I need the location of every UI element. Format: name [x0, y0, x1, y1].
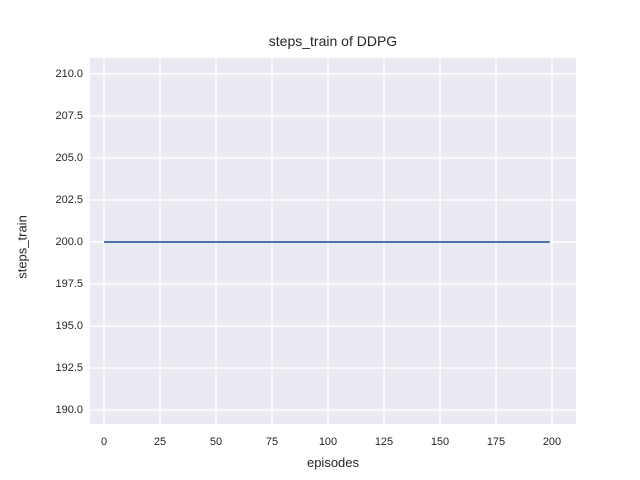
y-tick-label: 210.0 — [55, 67, 83, 80]
x-tick-label: 125 — [374, 436, 394, 448]
y-tick-label: 197.5 — [55, 278, 83, 291]
x-tick-label: 0 — [100, 436, 108, 448]
y-tick-label: 207.5 — [55, 109, 83, 122]
x-tick-labels: 0 25 50 75 100 125 150 175 200 — [90, 436, 576, 450]
x-tick-label: 200 — [542, 436, 562, 448]
y-tick-label: 195.0 — [55, 320, 83, 333]
x-tick-label: 150 — [430, 436, 450, 448]
x-axis-label: episodes — [306, 455, 360, 470]
plot-area — [90, 58, 576, 424]
plot-canvas — [90, 58, 576, 424]
x-tick-label: 175 — [486, 436, 506, 448]
chart-title: steps_train of DDPG — [268, 33, 398, 49]
x-tick-label: 50 — [209, 436, 223, 448]
y-tick-label: 192.5 — [55, 362, 83, 375]
x-tick-label: 100 — [318, 436, 338, 448]
y-tick-label: 200.0 — [55, 236, 83, 248]
x-tick-label: 75 — [265, 436, 279, 448]
x-tick-label: 25 — [153, 436, 167, 448]
y-tick-label: 202.5 — [55, 193, 83, 206]
y-tick-labels: 190.0 192.5 195.0 197.5 200.0 202.5 205.0 207.5… — [0, 58, 83, 424]
y-tick-label: 205.0 — [55, 151, 83, 164]
y-tick-label: 190.0 — [55, 404, 83, 417]
